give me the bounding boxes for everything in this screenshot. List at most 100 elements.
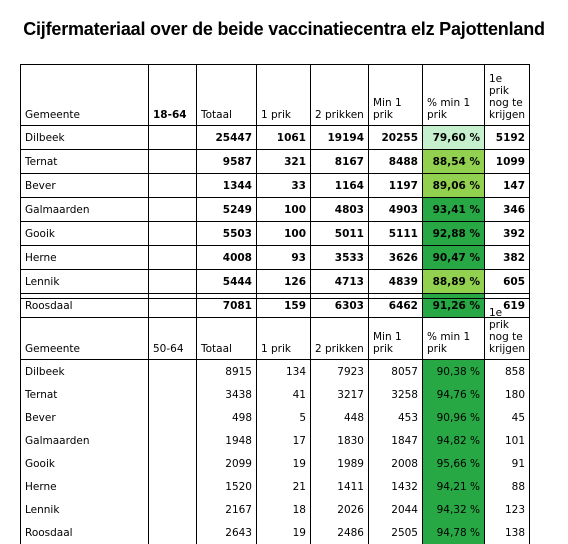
table-row: Galmaarden 5249 100 4803 4903 93,41 % 346 bbox=[20, 197, 531, 222]
col-header-2-prikken: 2 prikken bbox=[310, 298, 369, 360]
cell-1-prik: 21 bbox=[256, 475, 311, 498]
cell-2-prikken: 8167 bbox=[310, 149, 369, 174]
cell-2-prikken: 2026 bbox=[310, 498, 369, 521]
cell-1-prik: 126 bbox=[256, 269, 311, 294]
table-row: Gooik 5503 100 5011 5111 92,88 % 392 bbox=[20, 221, 531, 246]
cell-nog-te-krijgen: 147 bbox=[483, 173, 531, 198]
cell-age-group bbox=[148, 383, 197, 406]
cell-2-prikken: 1989 bbox=[310, 452, 369, 475]
cell-min-1-prik: 20255 bbox=[368, 125, 423, 150]
cell-gemeente: Dilbeek bbox=[20, 359, 149, 383]
cell-min-1-prik: 1432 bbox=[368, 475, 423, 498]
cell-nog-te-krijgen: 858 bbox=[483, 359, 531, 383]
cell-age-group bbox=[148, 429, 197, 452]
cell-totaal: 5503 bbox=[196, 221, 257, 246]
table-header-row: Gemeente 50-64 Totaal 1 prik 2 prikken M… bbox=[20, 298, 531, 360]
cell-totaal: 1344 bbox=[196, 173, 257, 198]
cell-pct-min-1-prik: 93,41 % bbox=[422, 197, 485, 222]
col-header-1-prik: 1 prik bbox=[256, 298, 311, 360]
cell-1-prik: 33 bbox=[256, 173, 311, 198]
cell-gemeente: Lennik bbox=[20, 498, 149, 521]
cell-age-group bbox=[148, 269, 197, 294]
cell-2-prikken: 1411 bbox=[310, 475, 369, 498]
cell-gemeente: Ternat bbox=[20, 149, 149, 174]
cell-age-group bbox=[148, 245, 197, 270]
cell-totaal: 3438 bbox=[196, 383, 257, 406]
table-row: Lennik 2167 18 2026 2044 94,32 % 123 bbox=[20, 498, 531, 521]
table-row: Herne 1520 21 1411 1432 94,21 % 88 bbox=[20, 475, 531, 498]
table-row: Lennik 5444 126 4713 4839 88,89 % 605 bbox=[20, 269, 531, 294]
cell-gemeente: Dilbeek bbox=[20, 125, 149, 150]
cell-totaal: 2099 bbox=[196, 452, 257, 475]
cell-gemeente: Herne bbox=[20, 245, 149, 270]
cell-nog-te-krijgen: 382 bbox=[483, 245, 531, 270]
cell-pct-min-1-prik: 92,88 % bbox=[422, 221, 485, 246]
cell-totaal: 5444 bbox=[196, 269, 257, 294]
cell-age-group bbox=[148, 498, 197, 521]
cell-1-prik: 100 bbox=[256, 221, 311, 246]
cell-age-group bbox=[148, 125, 197, 150]
cell-gemeente: Galmaarden bbox=[20, 197, 149, 222]
col-header-age-group: 50-64 bbox=[148, 298, 197, 360]
cell-2-prikken: 4803 bbox=[310, 197, 369, 222]
cell-age-group bbox=[148, 475, 197, 498]
cell-totaal: 1520 bbox=[196, 475, 257, 498]
cell-pct-min-1-prik: 90,47 % bbox=[422, 245, 485, 270]
cell-pct-min-1-prik: 94,76 % bbox=[422, 383, 485, 406]
page-title: Cijfermateriaal over de beide vaccinatie… bbox=[23, 19, 545, 39]
cell-1-prik: 41 bbox=[256, 383, 311, 406]
cell-nog-te-krijgen: 1099 bbox=[483, 149, 531, 174]
table-row: Herne 4008 93 3533 3626 90,47 % 382 bbox=[20, 245, 531, 270]
cell-pct-min-1-prik: 88,89 % bbox=[422, 269, 485, 294]
vaccination-table-18-64: Gemeente 18-64 Totaal 1 prik 2 prikken M… bbox=[20, 64, 531, 318]
cell-age-group bbox=[148, 173, 197, 198]
cell-2-prikken: 1164 bbox=[310, 173, 369, 198]
cell-nog-te-krijgen: 5192 bbox=[483, 125, 531, 150]
cell-min-1-prik: 1847 bbox=[368, 429, 423, 452]
cell-nog-te-krijgen: 101 bbox=[483, 429, 531, 452]
cell-nog-te-krijgen: 91 bbox=[483, 452, 531, 475]
cell-min-1-prik: 2044 bbox=[368, 498, 423, 521]
cell-gemeente: Bever bbox=[20, 173, 149, 198]
cell-1-prik: 5 bbox=[256, 406, 311, 429]
cell-nog-te-krijgen: 45 bbox=[483, 406, 531, 429]
cell-nog-te-krijgen: 123 bbox=[483, 498, 531, 521]
col-header-totaal: Totaal bbox=[196, 64, 257, 126]
cell-2-prikken: 5011 bbox=[310, 221, 369, 246]
cell-age-group bbox=[148, 452, 197, 475]
cell-gemeente: Bever bbox=[20, 406, 149, 429]
col-header-nog-te-krijgen: 1e prik nog te krijgen bbox=[483, 298, 531, 360]
cell-1-prik: 100 bbox=[256, 197, 311, 222]
cell-totaal: 5249 bbox=[196, 197, 257, 222]
cell-pct-min-1-prik: 90,38 % bbox=[422, 359, 485, 383]
cell-gemeente: Ternat bbox=[20, 383, 149, 406]
cell-age-group bbox=[148, 149, 197, 174]
cell-pct-min-1-prik: 89,06 % bbox=[422, 173, 485, 198]
table-row: Galmaarden 1948 17 1830 1847 94,82 % 101 bbox=[20, 429, 531, 452]
table-row: Ternat 9587 321 8167 8488 88,54 % 1099 bbox=[20, 149, 531, 174]
cell-nog-te-krijgen: 346 bbox=[483, 197, 531, 222]
cell-1-prik: 134 bbox=[256, 359, 311, 383]
table-row: Gooik 2099 19 1989 2008 95,66 % 91 bbox=[20, 452, 531, 475]
cell-pct-min-1-prik: 90,96 % bbox=[422, 406, 485, 429]
table-row: Ternat 3438 41 3217 3258 94,76 % 180 bbox=[20, 383, 531, 406]
col-header-1-prik: 1 prik bbox=[256, 64, 311, 126]
col-header-totaal: Totaal bbox=[196, 298, 257, 360]
col-header-min-1-prik: Min 1 prik bbox=[368, 298, 423, 360]
cell-nog-te-krijgen: 88 bbox=[483, 475, 531, 498]
cell-pct-min-1-prik: 88,54 % bbox=[422, 149, 485, 174]
cell-gemeente: Gooik bbox=[20, 221, 149, 246]
cell-totaal: 1948 bbox=[196, 429, 257, 452]
table-row: Dilbeek 25447 1061 19194 20255 79,60 % 5192 bbox=[20, 125, 531, 150]
col-header-gemeente: Gemeente bbox=[20, 64, 149, 126]
vaccination-table-50-64: Gemeente 50-64 Totaal 1 prik 2 prikken M… bbox=[20, 298, 531, 544]
cell-totaal: 25447 bbox=[196, 125, 257, 150]
cell-min-1-prik: 4903 bbox=[368, 197, 423, 222]
cell-1-prik: 1061 bbox=[256, 125, 311, 150]
col-header-gemeente: Gemeente bbox=[20, 298, 149, 360]
cell-min-1-prik: 3626 bbox=[368, 245, 423, 270]
cell-min-1-prik: 2008 bbox=[368, 452, 423, 475]
cell-totaal: 9587 bbox=[196, 149, 257, 174]
col-header-nog-te-krijgen: 1e prik nog te krijgen bbox=[483, 64, 531, 126]
col-header-2-prikken: 2 prikken bbox=[310, 64, 369, 126]
